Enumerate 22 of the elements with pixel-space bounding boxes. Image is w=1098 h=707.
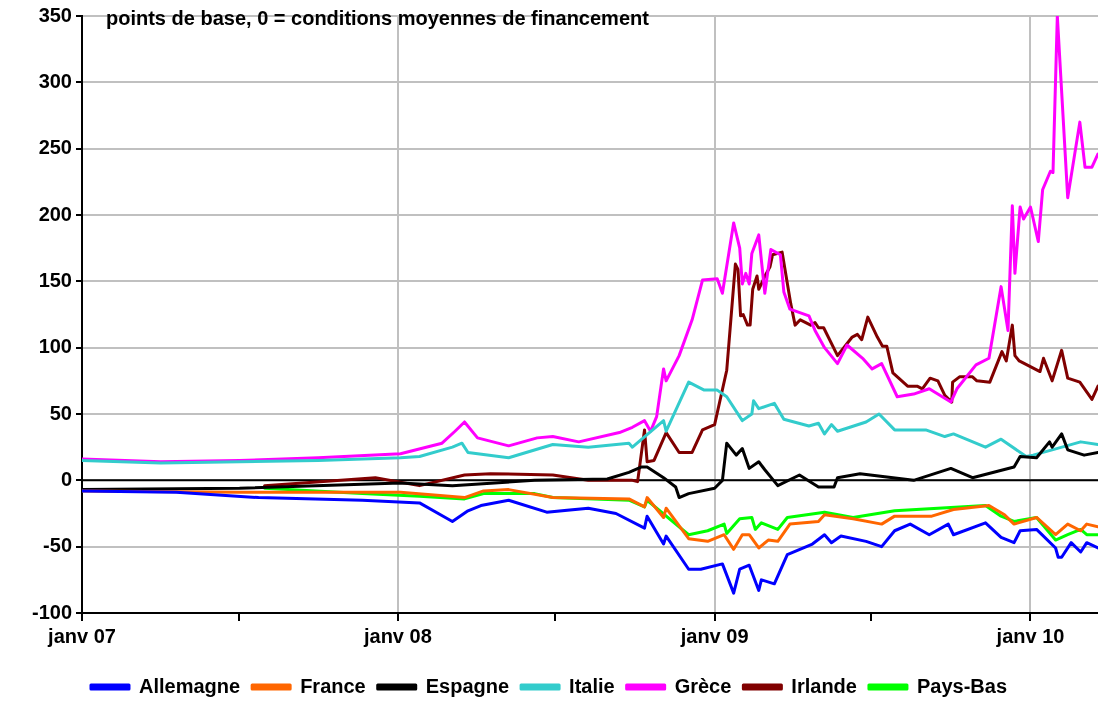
legend-label: Italie xyxy=(569,674,615,697)
chart-title: points de base, 0 = conditions moyennes de financement xyxy=(106,6,650,29)
y-tick-label: 300 xyxy=(38,69,72,92)
legend-label: Irlande xyxy=(791,674,857,697)
y-tick-label: 50 xyxy=(49,401,72,424)
y-tick-label: 200 xyxy=(38,202,72,225)
x-tick-label: janv 09 xyxy=(679,624,749,647)
legend-label: Allemagne xyxy=(139,674,241,697)
y-tick-label: 350 xyxy=(38,3,72,26)
x-tick-label: janv 10 xyxy=(995,624,1065,647)
legend-label: Espagne xyxy=(425,674,510,697)
y-tick-label: 0 xyxy=(60,467,72,490)
y-tick-label: -100 xyxy=(31,600,72,623)
y-tick-label: 250 xyxy=(38,136,72,159)
legend-label: Pays-Bas xyxy=(916,674,1008,697)
x-tick-label: janv 07 xyxy=(47,624,116,647)
x-tick-label: janv 08 xyxy=(362,624,432,647)
legend-label: Grèce xyxy=(674,674,732,697)
y-tick-label: 150 xyxy=(38,268,72,291)
y-tick-label: 100 xyxy=(38,335,72,358)
legend-label: France xyxy=(300,674,366,697)
y-tick-label: -50 xyxy=(43,534,72,557)
